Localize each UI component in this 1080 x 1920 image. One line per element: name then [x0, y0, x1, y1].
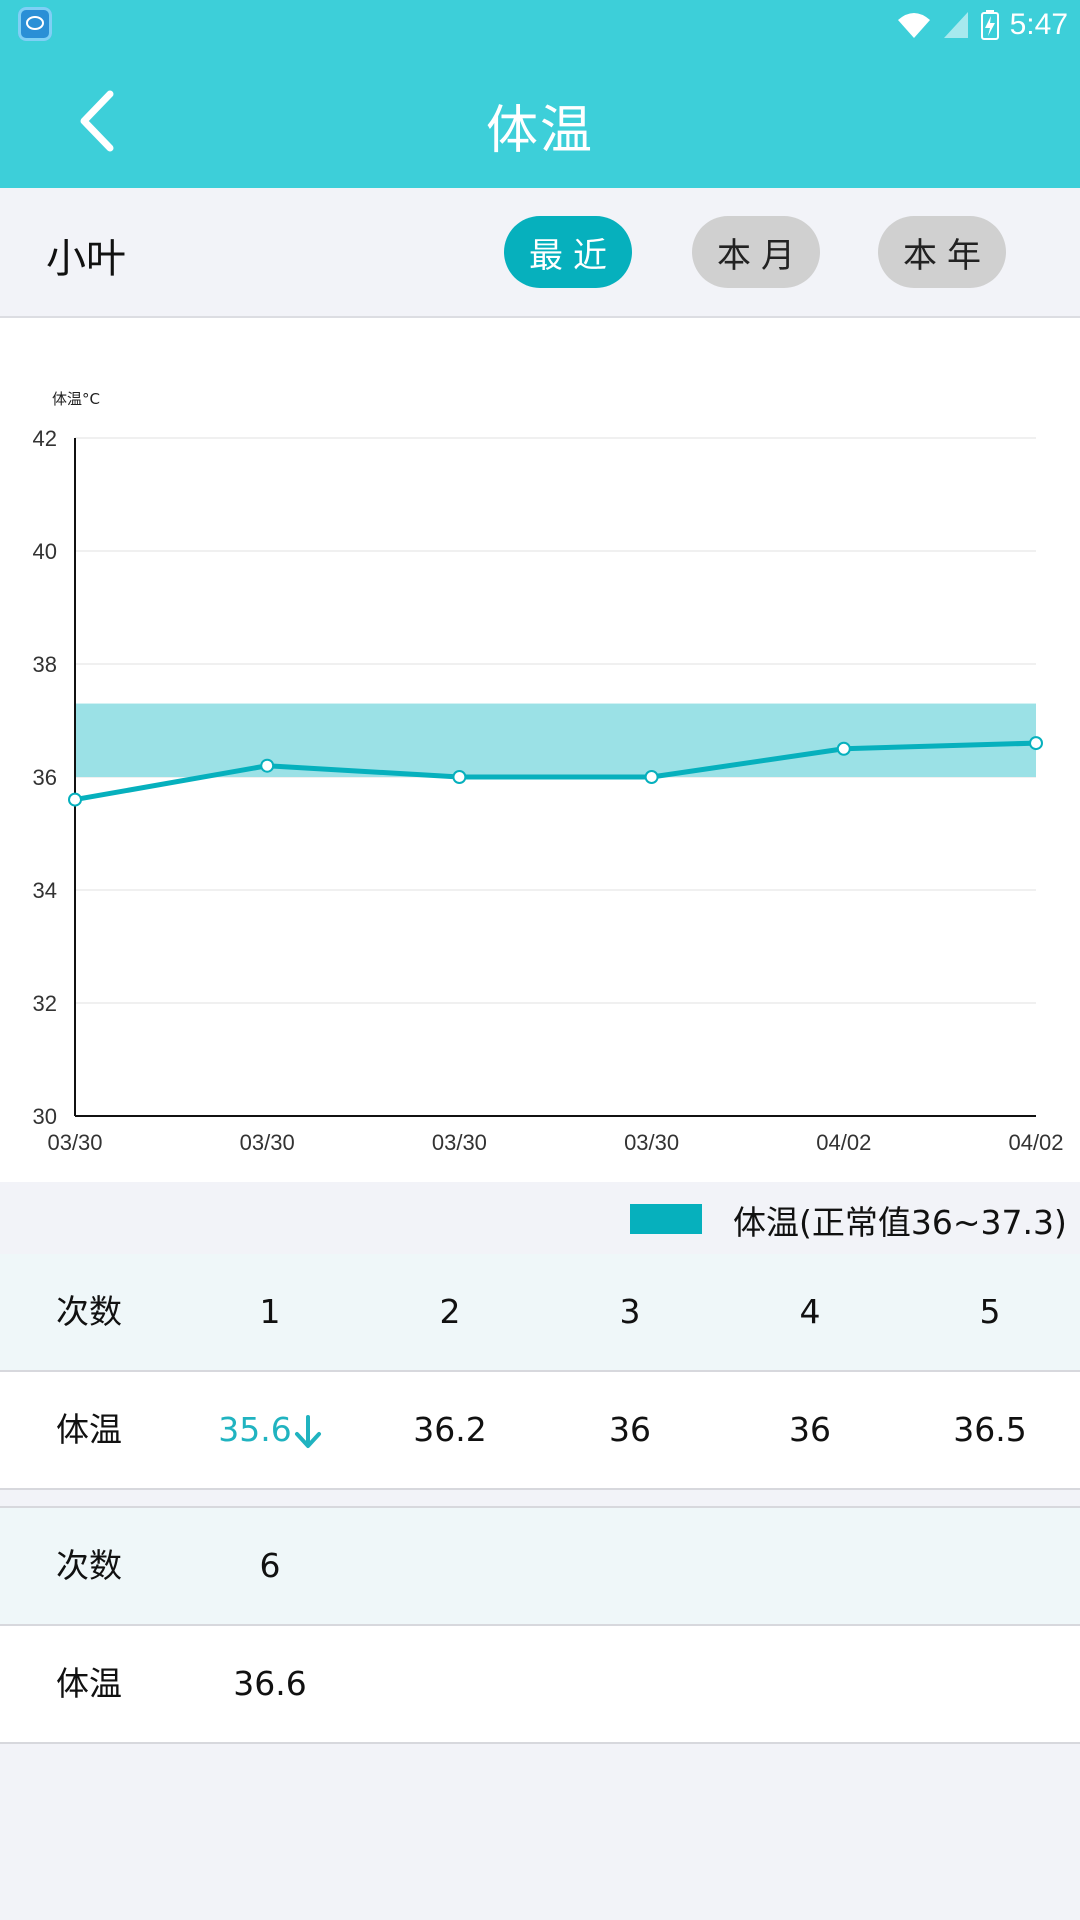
wifi-icon	[897, 13, 930, 38]
filter-this-month-button[interactable]: 本月	[692, 216, 820, 288]
count-cell: 1	[259, 1292, 281, 1331]
back-button[interactable]	[70, 86, 140, 156]
data-point	[260, 758, 275, 773]
y-axis-label: 体温°C	[52, 390, 100, 408]
count-cell: 5	[979, 1292, 1001, 1331]
temperature-chart: 42 40 38 36 34 32 30 体温°C 03/30 03/30 03/30 03/30 04…	[0, 318, 1080, 1182]
x-tick-label: 03/30	[47, 1130, 102, 1155]
battery-icon	[980, 10, 999, 40]
chart-legend: 体温(正常值36~37.3)	[0, 1182, 1080, 1256]
count-cell: 2	[439, 1292, 461, 1331]
filter-recent-button[interactable]: 最近	[504, 216, 632, 288]
table-row-count: 次数 1 2 3 4 5	[0, 1254, 1080, 1372]
user-name: 小叶	[46, 236, 126, 282]
readings-table-1: 次数 1 2 3 4 5 体温 35.6 36.2 36 36 36.5	[0, 1254, 1080, 1490]
y-tick-label: 36	[33, 765, 57, 790]
temp-value: 35.6	[218, 1410, 292, 1449]
table-row-temp: 体温 35.6 36.2 36 36 36.5	[0, 1372, 1080, 1490]
data-point	[644, 770, 659, 784]
readings-table-2: 次数 6 体温 36.6	[0, 1506, 1080, 1744]
x-tick-label: 03/30	[624, 1130, 679, 1155]
y-tick-label: 38	[33, 652, 57, 677]
temp-cell: 36	[789, 1410, 831, 1449]
data-point	[1029, 736, 1043, 751]
temp-cell: 36.2	[413, 1410, 487, 1449]
status-bar: 5:47	[0, 0, 1080, 50]
chevron-left-icon	[80, 90, 114, 152]
x-tick-label: 03/30	[432, 1130, 487, 1155]
nox-app-icon	[18, 7, 52, 41]
filter-this-year-button[interactable]: 本年	[878, 216, 1006, 288]
arrow-down-icon	[294, 1414, 321, 1448]
count-cell: 6	[259, 1546, 281, 1585]
status-icons: 5:47	[896, 6, 1068, 44]
y-tick-label: 32	[33, 991, 57, 1016]
app-bar: 体温	[0, 50, 1080, 188]
temp-cell-low: 35.6	[200, 1372, 340, 1488]
normal-range-band	[75, 703, 1036, 777]
count-cell: 4	[799, 1292, 821, 1331]
table-row-temp: 体温 36.6	[0, 1626, 1080, 1744]
count-label: 次数	[56, 1546, 122, 1585]
legend-label: 体温(正常值36~37.3)	[733, 1203, 1067, 1242]
count-label: 次数	[56, 1292, 122, 1331]
temp-cell: 36.6	[233, 1664, 307, 1703]
table-row-count: 次数 6	[0, 1508, 1080, 1626]
data-point	[836, 741, 851, 756]
status-clock: 5:47	[1009, 8, 1068, 41]
temp-label: 体温	[56, 1664, 122, 1703]
temp-label: 体温	[56, 1410, 122, 1449]
data-point	[452, 770, 467, 784]
y-tick-label: 34	[33, 878, 57, 903]
temperature-series-line	[74, 740, 1037, 803]
x-tick-label: 03/30	[240, 1130, 295, 1155]
filter-bar: 小叶 最近 本月 本年	[0, 188, 1080, 318]
count-cell: 3	[619, 1292, 641, 1331]
data-point	[68, 792, 82, 807]
y-tick-label: 30	[33, 1104, 57, 1129]
legend-swatch	[630, 1204, 702, 1234]
cell-signal-icon	[943, 12, 968, 38]
page-title: 体温	[485, 101, 594, 161]
temp-cell: 36	[609, 1410, 651, 1449]
y-tick-label: 42	[33, 426, 57, 451]
y-tick-label: 40	[33, 539, 57, 564]
temp-cell: 36.5	[953, 1410, 1027, 1449]
x-tick-label: 04/02	[1008, 1130, 1063, 1155]
chart-svg: 42 40 38 36 34 32 30 体温°C 03/30 03/30 03/30 03/30 04…	[33, 390, 1064, 1155]
x-tick-label: 04/02	[816, 1130, 871, 1155]
